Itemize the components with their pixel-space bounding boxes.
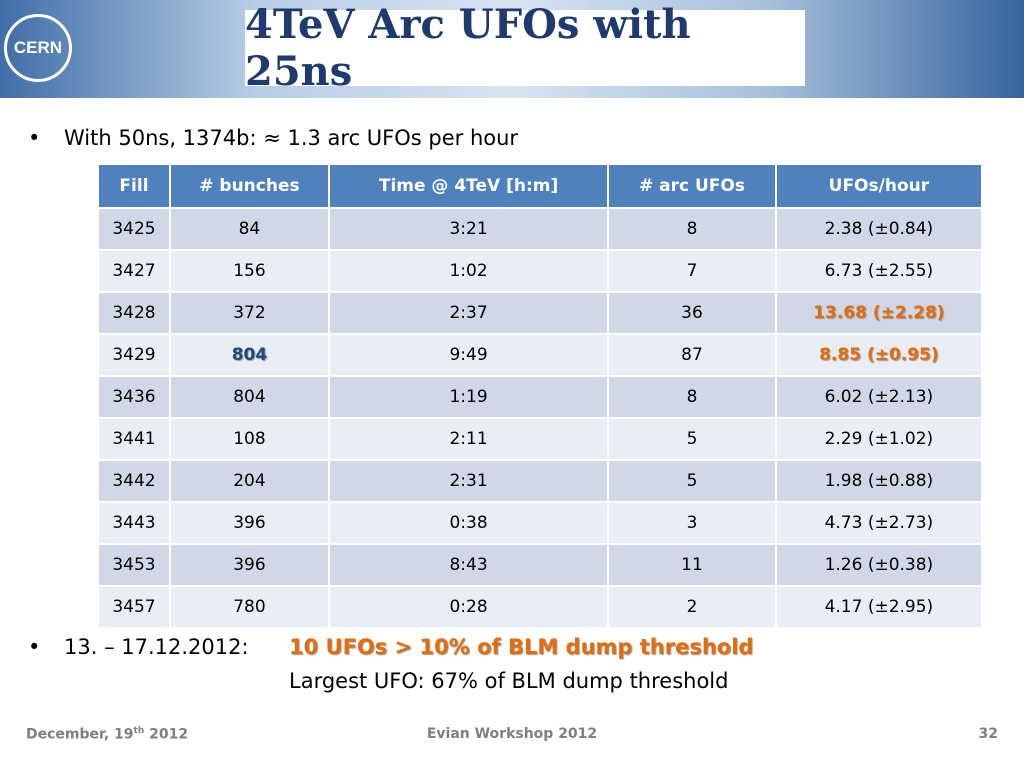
table-cell: 3457: [97, 585, 171, 629]
date: December, 19: [26, 726, 134, 743]
table-cell: 3441: [97, 417, 171, 461]
table-cell: 3429: [97, 333, 171, 377]
table-cell: 2.38 (±0.84): [774, 207, 984, 251]
header-banner: CERN 4TeV Arc UFOs with 25ns: [0, 0, 1024, 98]
bullet-highlight: 10 UFOs > 10% of BLM dump threshold: [289, 635, 754, 659]
table-cell: 8: [607, 375, 777, 419]
bullet-dot: •: [28, 635, 41, 659]
title-box: 4TeV Arc UFOs with 25ns: [245, 1, 805, 95]
table-row: 3425 84 3:21 8 2.38 (±0.84): [97, 207, 984, 251]
column-header: # bunches: [168, 163, 330, 209]
table-cell: 204: [168, 459, 330, 503]
table-cell: 2:31: [327, 459, 610, 503]
table-cell: 3:21: [327, 207, 610, 251]
footer-event: Evian Workshop 2012: [426, 726, 598, 742]
footer-date: December, 19th 2012: [26, 726, 188, 743]
year: 2012: [149, 726, 189, 743]
table-row: 3442 204 2:31 5 1.98 (±0.88): [97, 459, 984, 503]
bullet-dot: •: [28, 126, 41, 150]
table-cell: 1:19: [327, 375, 610, 419]
table-cell: 4.73 (±2.73): [774, 501, 984, 545]
table-cell: 1.26 (±0.38): [774, 543, 984, 587]
table-cell: 1.98 (±0.88): [774, 459, 984, 503]
table-cell: 3453: [97, 543, 171, 587]
table-cell: 6.02 (±2.13): [774, 375, 984, 419]
table-row: 3441 108 2:11 5 2.29 (±1.02): [97, 417, 984, 461]
header-row: Fill # bunches Time @ 4TeV [h:m] # arc UFOs…: [97, 163, 984, 209]
table-row: 3429 804 9:49 87 8.85 (±0.95): [97, 333, 984, 377]
table-cell: 2:11: [327, 417, 610, 461]
logo: CERN: [4, 14, 72, 82]
table-row: 3457 780 0:28 2 4.17 (±2.95): [97, 585, 984, 629]
title: 4TeV Arc UFOs with 25ns: [245, 1, 691, 95]
table-cell: 804: [168, 375, 330, 419]
table-cell: 3442: [97, 459, 171, 503]
table-cell: 11: [607, 543, 777, 587]
table-cell: 396: [168, 501, 330, 545]
column-header: Fill: [97, 163, 171, 209]
table-cell: 3443: [97, 501, 171, 545]
table-cell: 3: [607, 501, 777, 545]
table-cell: 5: [607, 459, 777, 503]
date-sup: th: [133, 726, 145, 736]
table-body: 3425 84 3:21 8 2.38 (±0.84) 3427 156 1:02 7 6.73 …: [97, 207, 984, 629]
table-row: 3428 372 2:37 36 13.68 (±2.28): [97, 291, 984, 335]
page-number: 32: [978, 726, 998, 742]
table-cell: 0:38: [327, 501, 610, 545]
bullet-date: 13. – 17.12.2012:: [64, 635, 249, 659]
table-cell: 156: [168, 249, 330, 293]
column-header: # arc UFOs: [607, 163, 777, 209]
table-cell: 1:02: [327, 249, 610, 293]
table-row: 3427 156 1:02 7 6.73 (±2.55): [97, 249, 984, 293]
table-cell: 13.68 (±2.28): [774, 291, 984, 335]
table-cell: 108: [168, 417, 330, 461]
table-cell: 2: [607, 585, 777, 629]
table-cell: 2:37: [327, 291, 610, 335]
table-cell: 84: [168, 207, 330, 251]
table-cell: 8: [607, 207, 777, 251]
table-cell: 7: [607, 249, 777, 293]
table-cell: 6.73 (±2.55): [774, 249, 984, 293]
table-cell: 36: [607, 291, 777, 335]
column-header: UFOs/hour: [774, 163, 984, 209]
table-cell: 3436: [97, 375, 171, 419]
table-cell: 3428: [97, 291, 171, 335]
table-cell: 3427: [97, 249, 171, 293]
column-header: Time @ 4TeV [h:m]: [327, 163, 610, 209]
table-cell: 804: [168, 333, 330, 377]
data-table: Fill # bunches Time @ 4TeV [h:m] # arc UFOs…: [97, 163, 984, 629]
table-cell: 372: [168, 291, 330, 335]
table-cell: 396: [168, 543, 330, 587]
table-cell: 5: [607, 417, 777, 461]
table-cell: 4.17 (±2.95): [774, 585, 984, 629]
table-cell: 87: [607, 333, 777, 377]
table-row: 3436 804 1:19 8 6.02 (±2.13): [97, 375, 984, 419]
table-cell: 9:49: [327, 333, 610, 377]
table-cell: 3425: [97, 207, 171, 251]
table-cell: 780: [168, 585, 330, 629]
table-row: 3453 396 8:43 11 1.26 (±0.38): [97, 543, 984, 587]
table-cell: 0:28: [327, 585, 610, 629]
table-cell: 2.29 (±1.02): [774, 417, 984, 461]
table-row: 3443 396 0:38 3 4.73 (±2.73): [97, 501, 984, 545]
table-cell: 8.85 (±0.95): [774, 333, 984, 377]
table-cell: 8:43: [327, 543, 610, 587]
bullet: With 50ns, 1374b: ≈ 1.3 arc UFOs per hou…: [64, 126, 519, 150]
bullet-line: Largest UFO: 67% of BLM dump threshold: [289, 669, 729, 693]
